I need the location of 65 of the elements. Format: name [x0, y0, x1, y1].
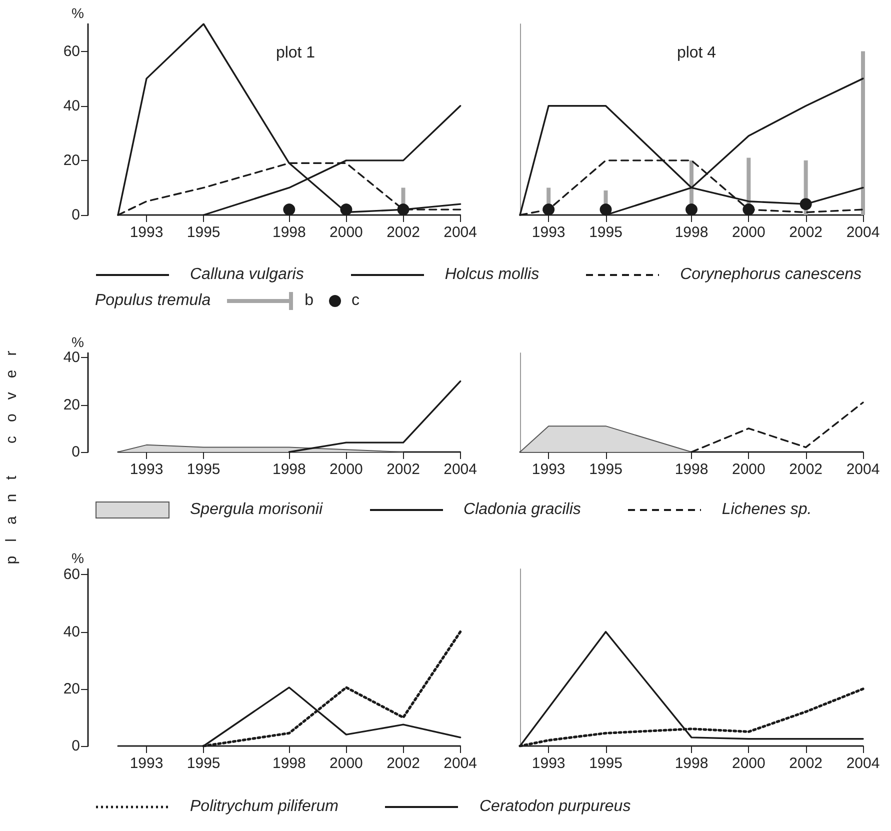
y-tick-label: 20	[63, 680, 80, 698]
y-axis-title: %	[72, 334, 84, 350]
y-tick-label: 60	[63, 42, 80, 60]
x-tick-label: 2004	[846, 461, 880, 478]
y-axis-title: %	[72, 5, 84, 21]
x-tick-label: 1995	[589, 224, 622, 241]
x-tick-label: 2004	[846, 224, 880, 241]
x-tick-label: 1995	[186, 224, 220, 241]
x-tick-label: 1993	[130, 224, 164, 241]
x-tick-label: 2002	[789, 461, 823, 478]
y-tick-label: 60	[63, 566, 80, 584]
text: plot 4	[676, 44, 716, 62]
x-tick-label: 2004	[444, 755, 478, 772]
legend-title: Populus tremula	[95, 292, 211, 310]
text: plot 1	[276, 44, 316, 62]
x-tick-label: 1998	[272, 755, 306, 772]
x-tick-label: 1993	[130, 461, 164, 478]
x-tick-label: 1993	[532, 461, 566, 478]
text: plant cover	[4, 336, 20, 564]
legend-label: Holcus mollis	[444, 266, 540, 284]
legend-label: Cladonia gracilis	[464, 501, 581, 519]
legend-label: c	[352, 292, 360, 310]
y-tick-label: 0	[72, 738, 80, 754]
x-tick-label: 2002	[789, 755, 823, 772]
y-tick-label: 40	[63, 97, 80, 114]
y-tick-label: 20	[63, 152, 80, 169]
x-tick-label: 2002	[386, 755, 420, 772]
x-tick-label: 1998	[674, 461, 708, 478]
legend-label: Politrychum piliferum	[190, 798, 338, 816]
y-axis-title: %	[72, 550, 84, 566]
x-tick-label: 1995	[589, 461, 622, 478]
x-tick-label: 2000	[732, 224, 766, 241]
y-tick-label: 0	[72, 206, 80, 224]
x-tick-label: 2000	[330, 755, 363, 772]
y-tick-label: 40	[63, 349, 80, 366]
legend-label: Calluna vulgaris	[190, 266, 304, 284]
x-tick-label: 2002	[386, 461, 420, 478]
x-tick-label: 1995	[186, 755, 220, 772]
x-tick-label: 2000	[732, 461, 766, 478]
bar	[861, 51, 865, 215]
x-tick-label: 2000	[330, 461, 363, 478]
x-tick-label: 2000	[330, 224, 363, 241]
x-tick-label: 2004	[444, 224, 478, 241]
y-tick-label: 20	[63, 396, 80, 414]
x-tick-label: 1993	[532, 224, 566, 241]
legend-label: Ceratodon purpureus	[479, 798, 631, 816]
legend-label: Spergula morisonii	[190, 501, 323, 519]
y-tick-label: 0	[72, 444, 80, 460]
x-tick-label: 1993	[532, 755, 566, 772]
x-tick-label: 2004	[846, 755, 880, 772]
x-tick-label: 1998	[674, 755, 708, 772]
legend-label: Corynephorus canescens	[680, 266, 862, 284]
x-tick-label: 2000	[732, 755, 766, 772]
x-tick-label: 1998	[674, 224, 708, 241]
legend-label: b	[304, 292, 314, 310]
y-tick-label: 40	[63, 623, 80, 640]
x-tick-label: 1998	[272, 461, 306, 478]
x-tick-label: 1995	[589, 755, 622, 772]
legend-label: Lichenes sp.	[722, 501, 812, 519]
x-tick-label: 1998	[272, 224, 306, 241]
x-tick-label: 1995	[186, 461, 220, 478]
x-tick-label: 2002	[386, 224, 420, 241]
x-tick-label: 2002	[789, 224, 823, 241]
x-tick-label: 1993	[130, 755, 164, 772]
x-tick-label: 2004	[444, 461, 478, 478]
